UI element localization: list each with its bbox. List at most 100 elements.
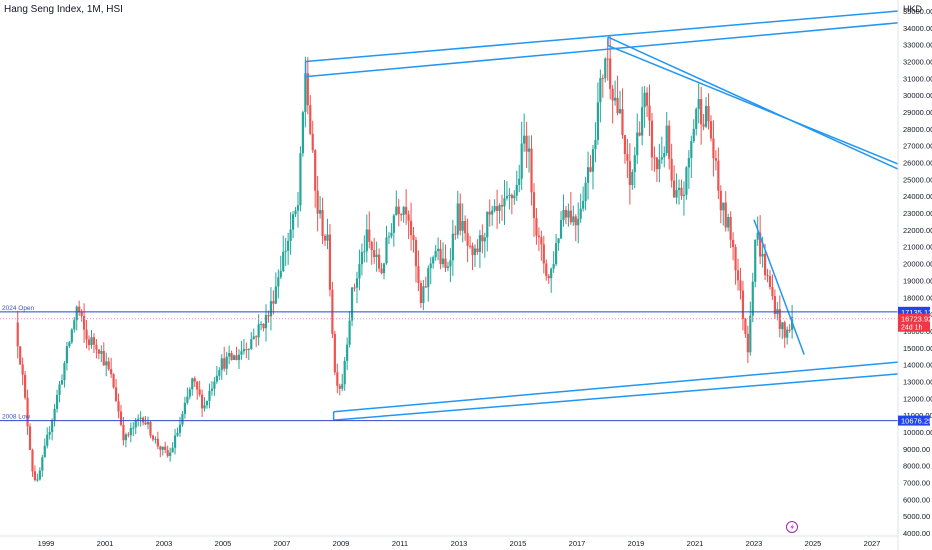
candle xyxy=(331,281,334,339)
x-tick-label: 2019 xyxy=(628,539,645,548)
candle xyxy=(110,357,113,378)
candle xyxy=(626,138,629,178)
candle xyxy=(53,403,56,427)
candle xyxy=(193,376,196,387)
candle xyxy=(154,436,157,444)
candle xyxy=(788,324,791,333)
candle xyxy=(468,235,472,249)
candle xyxy=(378,248,381,273)
candle xyxy=(582,186,585,212)
candle xyxy=(274,272,277,305)
trendline[interactable] xyxy=(305,22,899,78)
candle xyxy=(552,251,555,273)
y-tick-label: 5000.00 xyxy=(903,512,930,521)
candle xyxy=(117,393,120,419)
candle xyxy=(510,193,513,215)
candle xyxy=(618,90,622,115)
trendline[interactable] xyxy=(607,44,899,165)
candle xyxy=(636,113,639,164)
y-tick-label: 35000.00 xyxy=(903,7,932,16)
candle xyxy=(655,157,658,182)
candle xyxy=(171,442,174,453)
candle xyxy=(107,357,110,371)
candle xyxy=(523,113,526,152)
candle xyxy=(26,389,29,435)
candle xyxy=(741,280,745,331)
candle xyxy=(464,215,467,241)
candle xyxy=(434,245,437,261)
candle xyxy=(70,328,73,345)
candle xyxy=(245,342,248,359)
y-tick-label: 8000.00 xyxy=(903,462,930,471)
candle xyxy=(707,93,710,130)
price-axis[interactable]: 35000.00 34000.00 33000.00 32000.00 31000.00… xyxy=(897,0,932,550)
candle xyxy=(559,211,563,240)
time-axis[interactable]: 1999 2001 2003 2005 2007 2009 2011 2013 2015 2017… xyxy=(0,535,898,548)
candle xyxy=(41,454,44,477)
candle xyxy=(149,420,152,438)
candle xyxy=(363,235,366,263)
candle xyxy=(638,121,641,137)
candle xyxy=(196,381,199,400)
candle xyxy=(346,337,349,371)
trendline[interactable] xyxy=(753,219,805,355)
candle xyxy=(498,203,501,224)
candle xyxy=(375,241,378,272)
y-tick-label: 31000.00 xyxy=(903,74,932,83)
trendline[interactable] xyxy=(607,36,899,170)
candle xyxy=(591,144,595,190)
symbol-title: Hang Seng Index, 1M, HSI xyxy=(4,4,123,15)
candle xyxy=(338,383,341,396)
candle xyxy=(63,361,66,388)
candle xyxy=(31,448,34,477)
candle xyxy=(776,302,779,321)
candle xyxy=(503,179,506,225)
lightning-icon[interactable] xyxy=(786,521,798,533)
candle xyxy=(550,267,553,293)
candle xyxy=(606,39,609,81)
candle xyxy=(282,235,285,273)
candle xyxy=(557,238,560,251)
x-tick-label: 2011 xyxy=(392,539,408,548)
candle xyxy=(601,74,604,98)
candle xyxy=(350,286,354,327)
candle xyxy=(392,213,395,247)
candle xyxy=(441,242,445,268)
candle xyxy=(164,441,167,454)
candle xyxy=(225,351,228,375)
trendline[interactable] xyxy=(305,10,899,63)
candle xyxy=(51,418,54,441)
candle xyxy=(414,236,418,283)
candle xyxy=(444,244,447,273)
candle xyxy=(668,120,671,170)
candle xyxy=(368,211,371,249)
candle xyxy=(191,377,194,396)
candle xyxy=(555,233,558,267)
candle xyxy=(348,311,351,348)
candle xyxy=(424,276,427,289)
candle xyxy=(542,235,545,274)
candle xyxy=(387,232,391,245)
candle xyxy=(491,205,494,226)
candle xyxy=(579,193,582,223)
candle xyxy=(235,346,238,361)
candle xyxy=(417,250,420,292)
candle xyxy=(28,423,32,451)
candle xyxy=(380,262,383,275)
candle xyxy=(562,194,565,227)
candle xyxy=(500,194,504,221)
candle xyxy=(402,205,405,223)
candle xyxy=(343,356,346,391)
candle xyxy=(112,373,115,389)
trendline[interactable] xyxy=(333,373,899,421)
trendline[interactable] xyxy=(333,361,899,413)
current-price-text: 16723.92 xyxy=(901,315,932,324)
candle xyxy=(631,169,634,190)
candle xyxy=(100,345,103,363)
candle xyxy=(296,191,300,228)
candle xyxy=(65,341,68,371)
candle xyxy=(535,208,538,245)
